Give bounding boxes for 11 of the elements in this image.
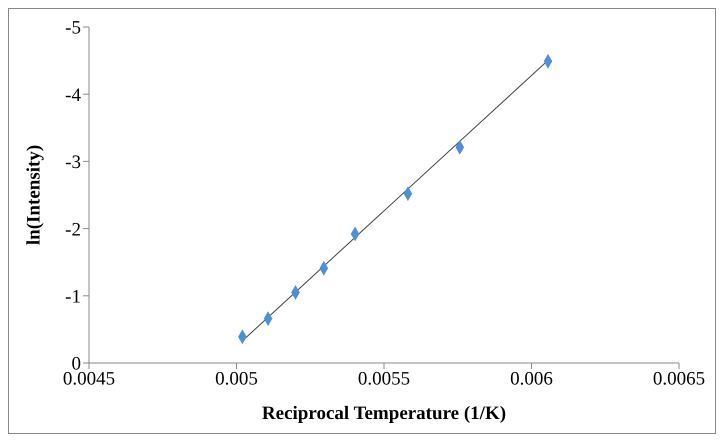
y-tick-label: -3 [65, 152, 81, 174]
x-tick-label: 0.005 [215, 368, 258, 390]
y-tick-label: -1 [65, 286, 81, 308]
y-tick-label: -4 [65, 84, 82, 106]
x-axis-title: Reciprocal Temperature (1/K) [262, 403, 506, 424]
x-tick-label: 0.006 [510, 368, 553, 390]
y-tick-label: -5 [65, 18, 81, 39]
y-axis-title: ln(Intensity) [24, 144, 45, 246]
x-tick-label: 0.0055 [358, 368, 410, 390]
x-tick-label: 0.0065 [652, 368, 706, 390]
y-tick-label: -2 [65, 219, 81, 240]
